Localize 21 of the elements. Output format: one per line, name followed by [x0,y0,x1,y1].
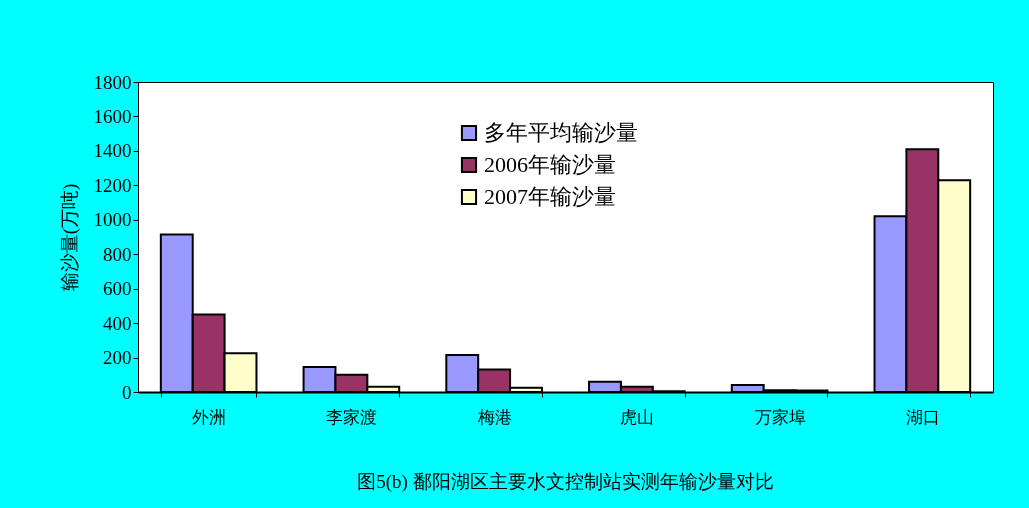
y-tick-label: 1200 [93,174,132,196]
x-tick-label: 外洲 [192,407,227,427]
y-tick-label: 600 [103,278,132,300]
y-tick-label: 200 [103,347,132,369]
legend-label: 2006年输沙量 [484,152,616,177]
y-tick-label: 800 [103,243,132,265]
y-tick-label: 0 [122,381,132,403]
y-tick-label: 1000 [93,209,132,231]
y-axis-title: 输沙量(万吨) [58,183,81,292]
legend-label: 2007年输沙量 [484,184,616,209]
x-tick-label: 湖口 [905,407,940,427]
x-tick-label: 李家渡 [326,407,378,427]
y-tick-label: 1800 [93,71,132,93]
y-tick-label: 400 [103,312,132,334]
x-tick-label: 万家埠 [754,407,806,427]
legend-label: 多年平均输沙量 [484,120,638,145]
x-tick-label: 梅港 [476,407,512,427]
x-tick-label: 虎山 [620,407,655,427]
y-tick-label: 1400 [93,140,132,162]
y-tick-label: 1600 [93,105,132,127]
text: 图5(b) 鄱阳湖区主要水文控制站实测年输沙量对比 [357,471,774,493]
